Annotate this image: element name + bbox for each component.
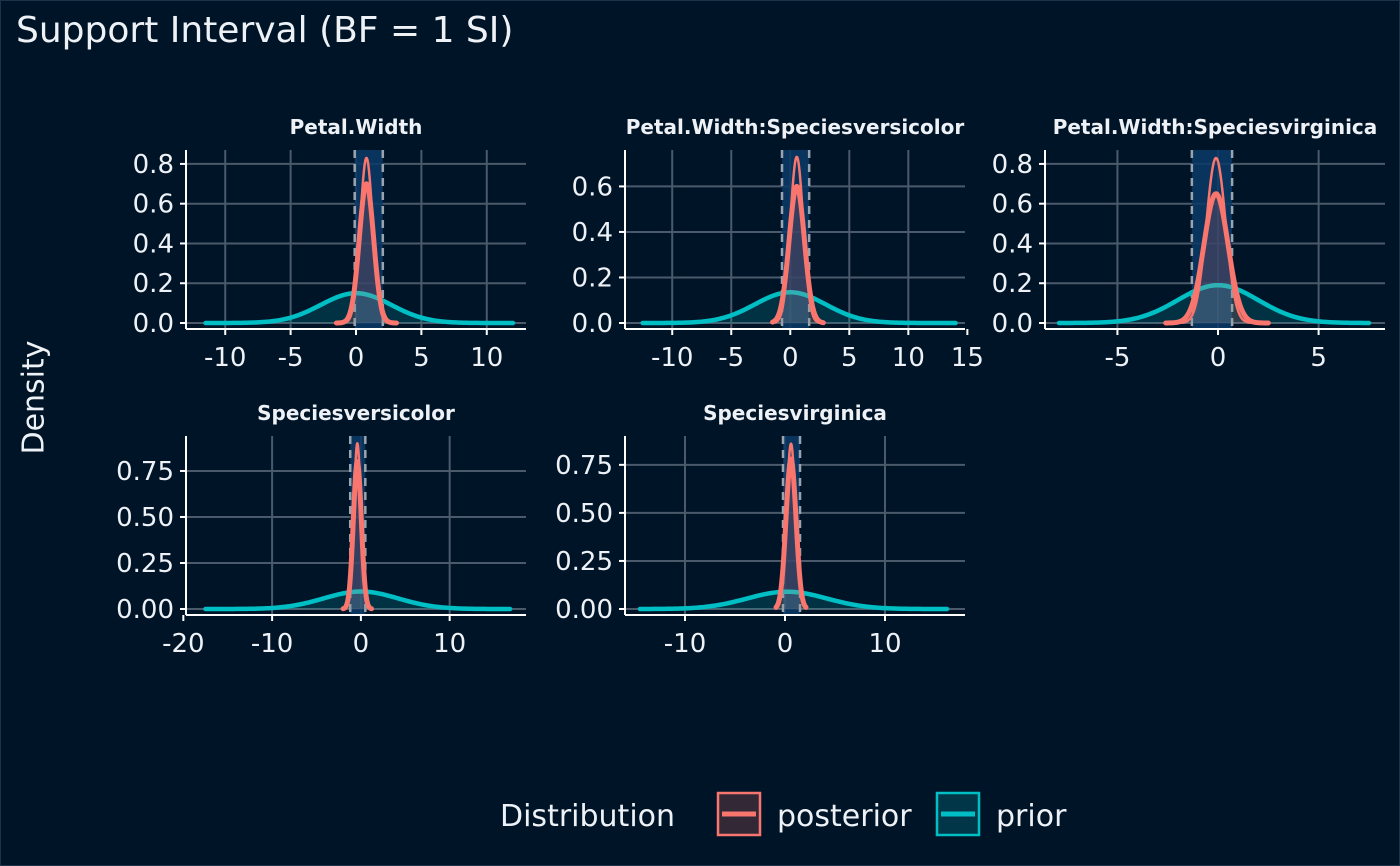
prior-curve-area <box>640 591 947 609</box>
facet-strip-label: Speciesversicolor <box>257 401 455 425</box>
legend-title: Distribution <box>500 799 675 834</box>
posterior-curve-area <box>343 461 372 609</box>
prior-curve <box>203 290 516 326</box>
x-tick-label: -10 <box>204 343 246 373</box>
legend-label-prior: prior <box>996 799 1067 834</box>
prior-curve <box>637 589 950 612</box>
prior-curve <box>1056 282 1372 326</box>
posterior-curve-area <box>336 183 397 323</box>
y-tick-label: 0.8 <box>992 150 1033 180</box>
y-tick-label: 0.6 <box>572 172 613 202</box>
posterior-curve <box>770 183 826 326</box>
data-layer <box>640 150 958 329</box>
y-tick-label: 0.75 <box>116 457 174 487</box>
y-tick-label: 0.4 <box>992 229 1033 259</box>
facet-panel: Speciesvirginica -10 0 10 0.00 0.25 0.50 0.75 <box>555 401 965 659</box>
y-tick-label: 0.00 <box>555 595 613 625</box>
y-tick-label: 0.4 <box>133 229 174 259</box>
x-tick-label: 0 <box>348 343 365 373</box>
y-tick-label: 0.00 <box>116 595 174 625</box>
y-tick-label: 0.25 <box>116 549 174 579</box>
posterior-curve-area <box>1165 193 1269 323</box>
facet-panel: Petal.Width:Speciesvirginica -5 0 5 0.0 0.2 0.… <box>992 115 1385 373</box>
prior-curve-area <box>1059 285 1369 323</box>
prior-curve-area <box>642 292 956 323</box>
data-layer <box>1056 150 1372 329</box>
data-layer <box>203 436 513 615</box>
facet-panels: Petal.Width-10 -5 0 5 100.00.20.40.60.8Petal… <box>116 115 1385 659</box>
prior-curve-area <box>205 591 511 609</box>
x-tick-label: -5 <box>718 343 744 373</box>
y-tick-label: 0.6 <box>992 190 1033 220</box>
prior-curve <box>640 290 958 326</box>
x-tick-label: 5 <box>413 343 430 373</box>
x-tick-label: 10 <box>470 343 503 373</box>
y-tick-label: 0.2 <box>572 263 613 293</box>
x-tick-label: 5 <box>841 343 858 373</box>
y-tick-label: 0.2 <box>992 269 1033 299</box>
y-tick-label: 0.0 <box>992 309 1033 339</box>
y-tick-label: 0.0 <box>133 309 174 339</box>
facet-panel: Petal.Width:Speciesversicolor -10 -5 0 5 10 15… <box>572 115 984 373</box>
legend-label-posterior: posterior <box>777 799 912 834</box>
data-layer <box>203 150 516 329</box>
chart-title: Support Interval (BF = 1 SI) <box>16 10 514 51</box>
posterior-curve <box>333 181 400 326</box>
data-layer <box>637 436 950 615</box>
facet-strip-label: Speciesvirginica <box>703 401 887 425</box>
facet-panel: Petal.Width -10 -5 0 5 10 0.0 0.2 0.4 0.6 0.8 <box>133 115 526 373</box>
x-tick-label: 0 <box>777 629 794 659</box>
y-tick-label: 0.50 <box>116 503 174 533</box>
posterior-curve <box>340 459 375 612</box>
x-tick-label: -10 <box>664 629 706 659</box>
posterior-curve <box>773 456 809 610</box>
y-tick-label: 0.4 <box>572 218 613 248</box>
legend: Distribution posterior prior <box>500 791 1067 837</box>
x-tick-label: -10 <box>651 343 693 373</box>
x-tick-label: 5 <box>1310 343 1327 373</box>
x-tick-label: 10 <box>892 343 925 373</box>
y-tick-label: 0.8 <box>133 150 174 180</box>
facet-strip-label: Petal.Width:Speciesvirginica <box>1053 115 1378 139</box>
x-tick-label: -5 <box>278 343 304 373</box>
y-tick-label: 0.25 <box>555 547 613 577</box>
x-tick-label: 0 <box>1210 343 1227 373</box>
facet-strip-label: Petal.Width:Speciesversicolor <box>626 115 965 139</box>
y-tick-label: 0.2 <box>133 269 174 299</box>
x-tick-label: 0 <box>353 629 370 659</box>
posterior-curve <box>1163 191 1271 326</box>
x-tick-label: 10 <box>868 629 901 659</box>
prior-curve-area <box>205 293 513 323</box>
facet-strip-label: Petal.Width <box>290 115 423 139</box>
prior-curve <box>203 589 513 612</box>
x-tick-label: -5 <box>1104 343 1130 373</box>
x-tick-label: -20 <box>162 629 204 659</box>
x-tick-label: 10 <box>433 629 466 659</box>
y-tick-label: 0.0 <box>572 309 613 339</box>
y-tick-label: 0.6 <box>133 190 174 220</box>
y-tick-label: 0.50 <box>555 499 613 529</box>
y-tick-label: 0.75 <box>555 451 613 481</box>
x-tick-label: 15 <box>951 343 984 373</box>
facet-panel: Speciesversicolor -20 -10 0 10 0.00 0.25 0.50 0.… <box>116 401 526 659</box>
x-tick-label: -10 <box>251 629 293 659</box>
x-tick-label: 0 <box>782 343 799 373</box>
